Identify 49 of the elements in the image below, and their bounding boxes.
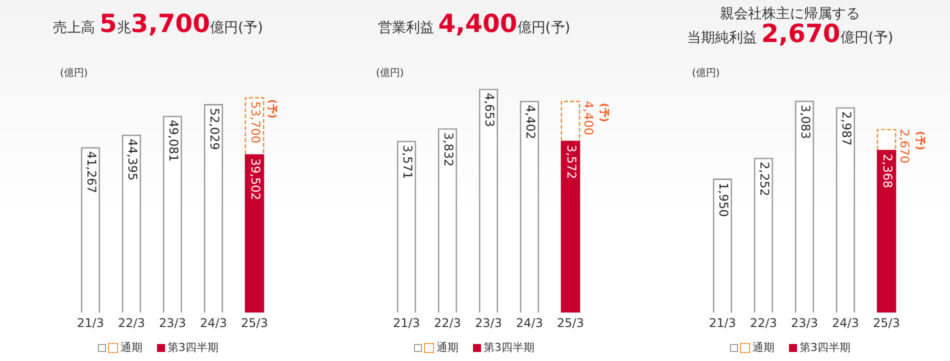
x-tick-label: 23/3 (791, 316, 818, 330)
y-axis-title: (億円) (60, 66, 88, 80)
data-label: 3,572 (564, 144, 578, 180)
legend-label: 第3四半期 (484, 340, 534, 355)
x-tick-label: 24/3 (516, 316, 543, 330)
chart-title: 売上高 5兆3,700億円(予) (53, 9, 263, 38)
y-axis-title: (億円) (376, 66, 404, 80)
data-label: 44,395 (125, 138, 140, 181)
x-tick-label: 23/3 (475, 316, 502, 330)
text: 通期 (120, 340, 142, 355)
data-label: 3,083 (798, 104, 812, 140)
data-label: 2,252 (757, 162, 772, 196)
x-tick-label: 24/3 (832, 316, 859, 330)
data-label: 4,402 (523, 104, 538, 140)
annotation: (予) (598, 102, 610, 122)
chart-title: 営業利益 4,400億円(予) (378, 9, 570, 38)
data-label: 41,267 (84, 151, 98, 194)
chart-subtitle: 当期純利益 2,670億円(予) (686, 19, 894, 48)
x-tick-label: 22/3 (750, 316, 777, 330)
chart-title: 親会社株主に帰属する (720, 6, 860, 22)
annotation: (予) (266, 99, 278, 118)
data-label: 4,400 (581, 100, 596, 136)
data-label: 1,950 (716, 182, 730, 217)
x-tick-label: 21/3 (393, 316, 420, 330)
text: 通期 (752, 340, 774, 355)
x-tick-label: 24/3 (200, 316, 227, 330)
x-tick-label: 23/3 (159, 316, 186, 330)
x-tick-label: 22/3 (434, 316, 461, 330)
legend-label: 第3四半期 (800, 340, 850, 355)
data-label: 52,029 (207, 108, 222, 150)
text: 通期 (436, 340, 458, 355)
annotation: (予) (914, 131, 926, 150)
x-tick-label: 25/3 (873, 316, 900, 330)
data-label: 3,571 (400, 144, 414, 180)
y-axis-title: (億円) (692, 66, 720, 80)
data-label: 2,368 (880, 154, 894, 188)
data-label: 53,700 (248, 101, 262, 144)
x-tick-label: 25/3 (557, 316, 584, 330)
x-tick-label: 21/3 (709, 316, 736, 330)
legend-label: 第3四半期 (168, 340, 218, 355)
data-label: 3,832 (441, 132, 456, 167)
data-label: 2,987 (839, 111, 854, 146)
data-label: 4,653 (482, 92, 496, 128)
x-tick-label: 21/3 (77, 316, 104, 330)
x-tick-label: 25/3 (241, 316, 268, 330)
data-label: 49,081 (166, 120, 180, 162)
data-label: 39,502 (248, 158, 262, 200)
data-label: 2,670 (897, 129, 912, 164)
x-tick-label: 22/3 (118, 316, 145, 330)
